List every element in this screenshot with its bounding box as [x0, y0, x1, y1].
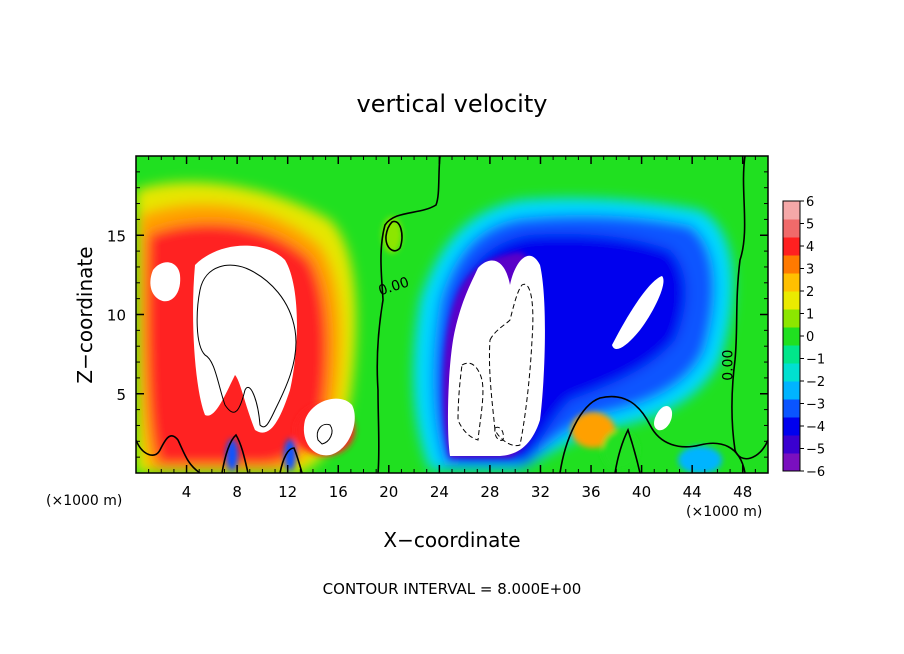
y-tick-label: 5 [116, 386, 126, 404]
colorbar-tick-label: −3 [806, 398, 825, 413]
x-unit-right: (×1000 m) [686, 504, 762, 520]
colorbar-tick-label: 2 [806, 285, 814, 300]
colorbar-tick-label: 6 [806, 195, 814, 210]
colorbar-swatch [783, 327, 800, 346]
colorbar-tick-label: 3 [806, 263, 814, 278]
contour-labels: 0.000.00 [377, 274, 737, 380]
x-tick-label: 12 [278, 483, 297, 501]
colorbar-swatch [783, 201, 800, 220]
velocity-field [136, 156, 768, 473]
colorbar-tick-label: −5 [806, 443, 825, 458]
y-axis: 5 10 15 [107, 171, 768, 458]
x-tick-label: 16 [329, 483, 348, 501]
colorbar-tick-label: 1 [806, 308, 814, 323]
colorbar-tick-label: −6 [806, 465, 825, 480]
colorbar-swatch [783, 219, 800, 238]
colorbar-swatch [783, 435, 800, 454]
colorbar-swatch [783, 273, 800, 292]
x-axis: 4 8 12 16 20 24 28 32 36 40 44 48 [148, 156, 756, 501]
colorbar-swatch [783, 255, 800, 274]
colorbar-swatch [783, 291, 800, 310]
x-tick-label: 20 [379, 483, 398, 501]
colorbar-swatch [783, 363, 800, 382]
y-axis-label: Z−coordinate [73, 246, 97, 383]
colorbar-tick-label: 4 [806, 240, 814, 255]
x-tick-label: 8 [232, 483, 242, 501]
x-axis-label: X−coordinate [383, 528, 520, 552]
colorbar-swatch [783, 309, 800, 328]
colorbar-tick-label: −1 [806, 353, 825, 368]
colorbar-tick-label: −4 [806, 420, 825, 435]
colorbar: 6 5 4 3 2 1 0 −1 −2 −3 −4 −5 −6 [782, 195, 825, 480]
x-tick-label: 4 [182, 483, 192, 501]
y-tick-label: 10 [107, 307, 126, 325]
x-tick-label: 40 [632, 483, 651, 501]
colorbar-swatch [783, 381, 800, 400]
x-tick-label: 44 [683, 483, 702, 501]
colorbar-tick-label: 5 [806, 218, 814, 233]
colorbar-swatch [783, 417, 800, 436]
y-tick-label: 15 [107, 227, 126, 245]
colorbar-swatch [783, 237, 800, 256]
x-tick-label: 36 [581, 483, 600, 501]
chart-title: vertical velocity [357, 90, 548, 118]
colorbar-tick-label: 0 [806, 330, 814, 345]
x-tick-label: 48 [733, 483, 752, 501]
x-tick-label: 24 [430, 483, 449, 501]
colorbar-swatch [783, 399, 800, 418]
colorbar-swatch [783, 453, 800, 472]
x-tick-label: 28 [480, 483, 499, 501]
colorbar-tick-label: −2 [806, 375, 825, 390]
contour-interval-note: CONTOUR INTERVAL = 8.000E+00 [323, 580, 582, 598]
colorbar-swatch [783, 345, 800, 364]
contour-label: 0.00 [721, 350, 737, 381]
x-unit-left: (×1000 m) [46, 493, 122, 509]
x-tick-label: 32 [531, 483, 550, 501]
